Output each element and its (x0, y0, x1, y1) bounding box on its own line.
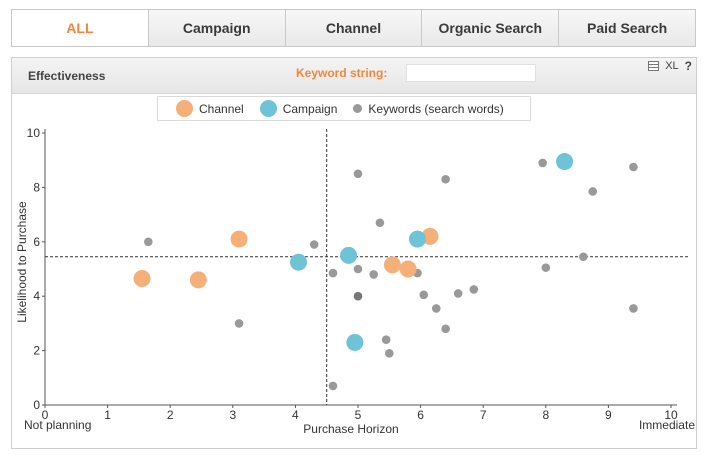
data-point-channel (399, 260, 417, 278)
chart-legend: Channel Campaign Keywords (search words) (157, 96, 531, 121)
tab-channel[interactable]: Channel (284, 10, 422, 46)
x-tick-label: 4 (292, 408, 299, 422)
legend-keywords-label: Keywords (search words) (368, 101, 504, 116)
data-point-campaign (346, 333, 364, 351)
data-point-keywords (441, 174, 450, 184)
x-axis-title: Purchase Horizon (303, 422, 398, 436)
legend-keywords-marker (353, 104, 363, 113)
y-tick-label: 0 (33, 398, 40, 412)
scatter-chart: 0 1 2 3 4 5 6 7 8 9 10 0 2 4 6 8 10 Purchase Horizon Not p… (15, 126, 695, 436)
data-point-keywords (419, 290, 429, 300)
x-tick-label: 5 (355, 408, 362, 422)
y-tick-label: 2 (33, 344, 40, 358)
panel-header: Effectiveness Keyword string: XL ? (12, 58, 696, 94)
data-point-keywords (431, 304, 441, 313)
data-point-keywords (541, 263, 551, 272)
y-axis-title: Likelihood to Purchase (15, 201, 29, 323)
data-point-channel (383, 256, 401, 274)
data-point-keywords (579, 252, 588, 262)
legend-campaign-marker (259, 100, 277, 117)
data-point-channel (189, 271, 207, 289)
data-point-campaign (556, 153, 574, 171)
x-tick-label: 3 (229, 408, 236, 422)
x-tick-label: 9 (605, 408, 612, 422)
panel-tools: XL ? (648, 59, 692, 73)
tab-bar: ALL Campaign Channel Organic Search Paid… (11, 9, 696, 47)
data-point-keywords (353, 169, 363, 179)
help-icon[interactable]: ? (684, 59, 692, 73)
x-tick-label: 1 (104, 408, 111, 422)
tab-paid-search[interactable]: Paid Search (558, 10, 695, 46)
data-point-campaign (290, 253, 308, 271)
data-point-keywords (375, 218, 385, 228)
y-tick-label: 6 (33, 235, 40, 249)
panel-title: Effectiveness (28, 69, 106, 83)
tab-campaign[interactable]: Campaign (147, 10, 285, 46)
data-point-keywords (385, 349, 394, 358)
data-point-channel (133, 270, 151, 288)
legend-campaign-label: Campaign (282, 101, 338, 116)
x-axis-right-label: Immediate (639, 418, 695, 432)
keyword-string-label: Keyword string: (296, 66, 388, 80)
legend-item-campaign[interactable]: Campaign (259, 100, 338, 117)
data-point-campaign (340, 246, 358, 264)
xl-export-button[interactable]: XL (665, 60, 679, 72)
data-point-campaign (408, 230, 426, 248)
y-tick-label: 4 (33, 289, 40, 303)
data-point-keywords (328, 381, 338, 391)
data-point-keywords (381, 335, 391, 345)
tab-organic-search[interactable]: Organic Search (421, 10, 559, 46)
data-point-keywords (441, 324, 450, 334)
legend-item-channel[interactable]: Channel (176, 100, 244, 117)
x-tick-label: 0 (42, 408, 49, 422)
data-point-keywords (369, 270, 378, 279)
data-point-keywords (309, 240, 319, 249)
x-tick-label: 8 (542, 408, 549, 422)
data-point-keywords (328, 268, 338, 278)
legend-channel-marker (176, 100, 193, 117)
legend-channel-label: Channel (199, 101, 244, 116)
keyword-string-input[interactable] (406, 64, 536, 82)
data-point-keywords (629, 304, 638, 313)
data-point-keywords (353, 264, 363, 274)
x-tick-label: 10 (664, 408, 678, 422)
data-point-keywords (143, 237, 153, 247)
y-tick-label: 8 (33, 180, 40, 194)
data-point-keywords (588, 187, 598, 196)
x-tick-label: 7 (480, 408, 487, 422)
data-point-keywords (538, 158, 547, 168)
data-point-keywords (453, 289, 463, 298)
data-point-keywords (353, 291, 363, 301)
effectiveness-panel: Effectiveness Keyword string: XL ? 0 1 2 3 4… (11, 57, 697, 449)
x-axis-left-label: Not planning (24, 418, 91, 432)
data-point-keywords (629, 162, 638, 172)
legend-item-keywords[interactable]: Keywords (search words) (353, 101, 504, 116)
data-point-keywords (469, 285, 479, 294)
x-tick-label: 6 (417, 408, 424, 422)
tab-all[interactable]: ALL (12, 10, 148, 46)
x-tick-label: 2 (167, 408, 174, 422)
table-view-icon[interactable] (648, 61, 660, 71)
data-point-keywords (234, 319, 244, 328)
y-tick-label: 10 (27, 126, 41, 140)
data-point-channel (230, 230, 248, 248)
